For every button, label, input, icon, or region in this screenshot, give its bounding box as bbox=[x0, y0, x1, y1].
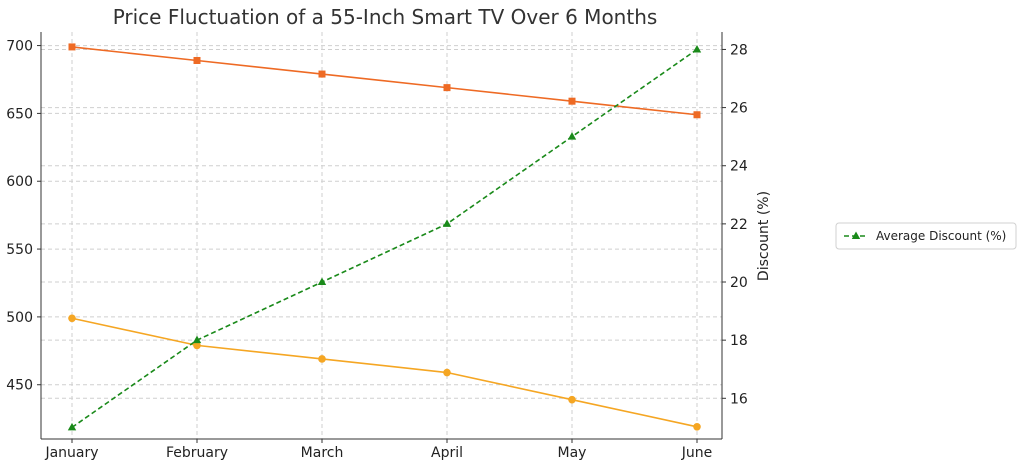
y-left-tick-label: 700 bbox=[6, 39, 33, 55]
y-left-tick-label: 550 bbox=[6, 242, 33, 258]
axes: January February March April May June 450 500 55… bbox=[6, 32, 748, 461]
y-left-tick-label: 600 bbox=[6, 174, 33, 190]
y-right-tick-label: 18 bbox=[730, 333, 748, 349]
y-left-tick-label: 450 bbox=[6, 378, 33, 394]
series-1-point bbox=[693, 422, 701, 431]
x-tick-label: January bbox=[44, 445, 98, 461]
series-2-point bbox=[442, 219, 452, 227]
x-tick-label: May bbox=[558, 445, 587, 461]
series-2-line bbox=[71, 48, 698, 429]
series-2-point bbox=[567, 132, 577, 140]
chart-title: Price Fluctuation of a 55-Inch Smart TV … bbox=[113, 5, 658, 29]
series-1-point bbox=[318, 355, 326, 363]
y-right-tick-label: 16 bbox=[730, 391, 748, 407]
x-tick-label: February bbox=[166, 445, 228, 461]
series-2-point bbox=[692, 44, 702, 53]
series-0-point bbox=[193, 56, 201, 64]
y-right-tick-label: 28 bbox=[730, 42, 748, 58]
y-left-tick-label: 650 bbox=[6, 106, 33, 122]
legend-label: Average Discount (%) bbox=[876, 229, 1006, 243]
series-layer bbox=[67, 43, 702, 431]
series-0-point bbox=[68, 43, 76, 51]
y-right-tick-label: 20 bbox=[730, 275, 748, 291]
legend-marker-triangle bbox=[851, 231, 861, 239]
series-0-point bbox=[318, 70, 326, 78]
series-0-point bbox=[443, 84, 451, 92]
series-0-point bbox=[568, 97, 576, 105]
series-1-line bbox=[71, 317, 698, 428]
y-right-tick-label: 24 bbox=[730, 159, 748, 175]
y-right-tick-label: 26 bbox=[730, 101, 748, 117]
y-left-tick-label: 500 bbox=[6, 310, 33, 326]
x-tick-label: March bbox=[301, 445, 344, 461]
grid bbox=[41, 32, 722, 439]
series-1-point bbox=[193, 341, 201, 350]
legend: Average Discount (%) bbox=[835, 222, 1017, 250]
series-0-point bbox=[693, 111, 701, 119]
series-0-line bbox=[71, 46, 698, 116]
series-2-point bbox=[67, 422, 77, 431]
legend-box bbox=[835, 222, 1017, 250]
x-tick-label: June bbox=[681, 445, 713, 461]
series-2-point bbox=[317, 277, 327, 286]
y-right-tick-label: 22 bbox=[730, 217, 748, 233]
series-1-point bbox=[443, 368, 451, 377]
series-1-point bbox=[68, 314, 76, 323]
right-axis-label: Discount (%) bbox=[756, 191, 772, 281]
x-tick-label: April bbox=[431, 445, 463, 461]
series-2-point bbox=[192, 335, 202, 344]
series-1-point bbox=[568, 395, 576, 404]
